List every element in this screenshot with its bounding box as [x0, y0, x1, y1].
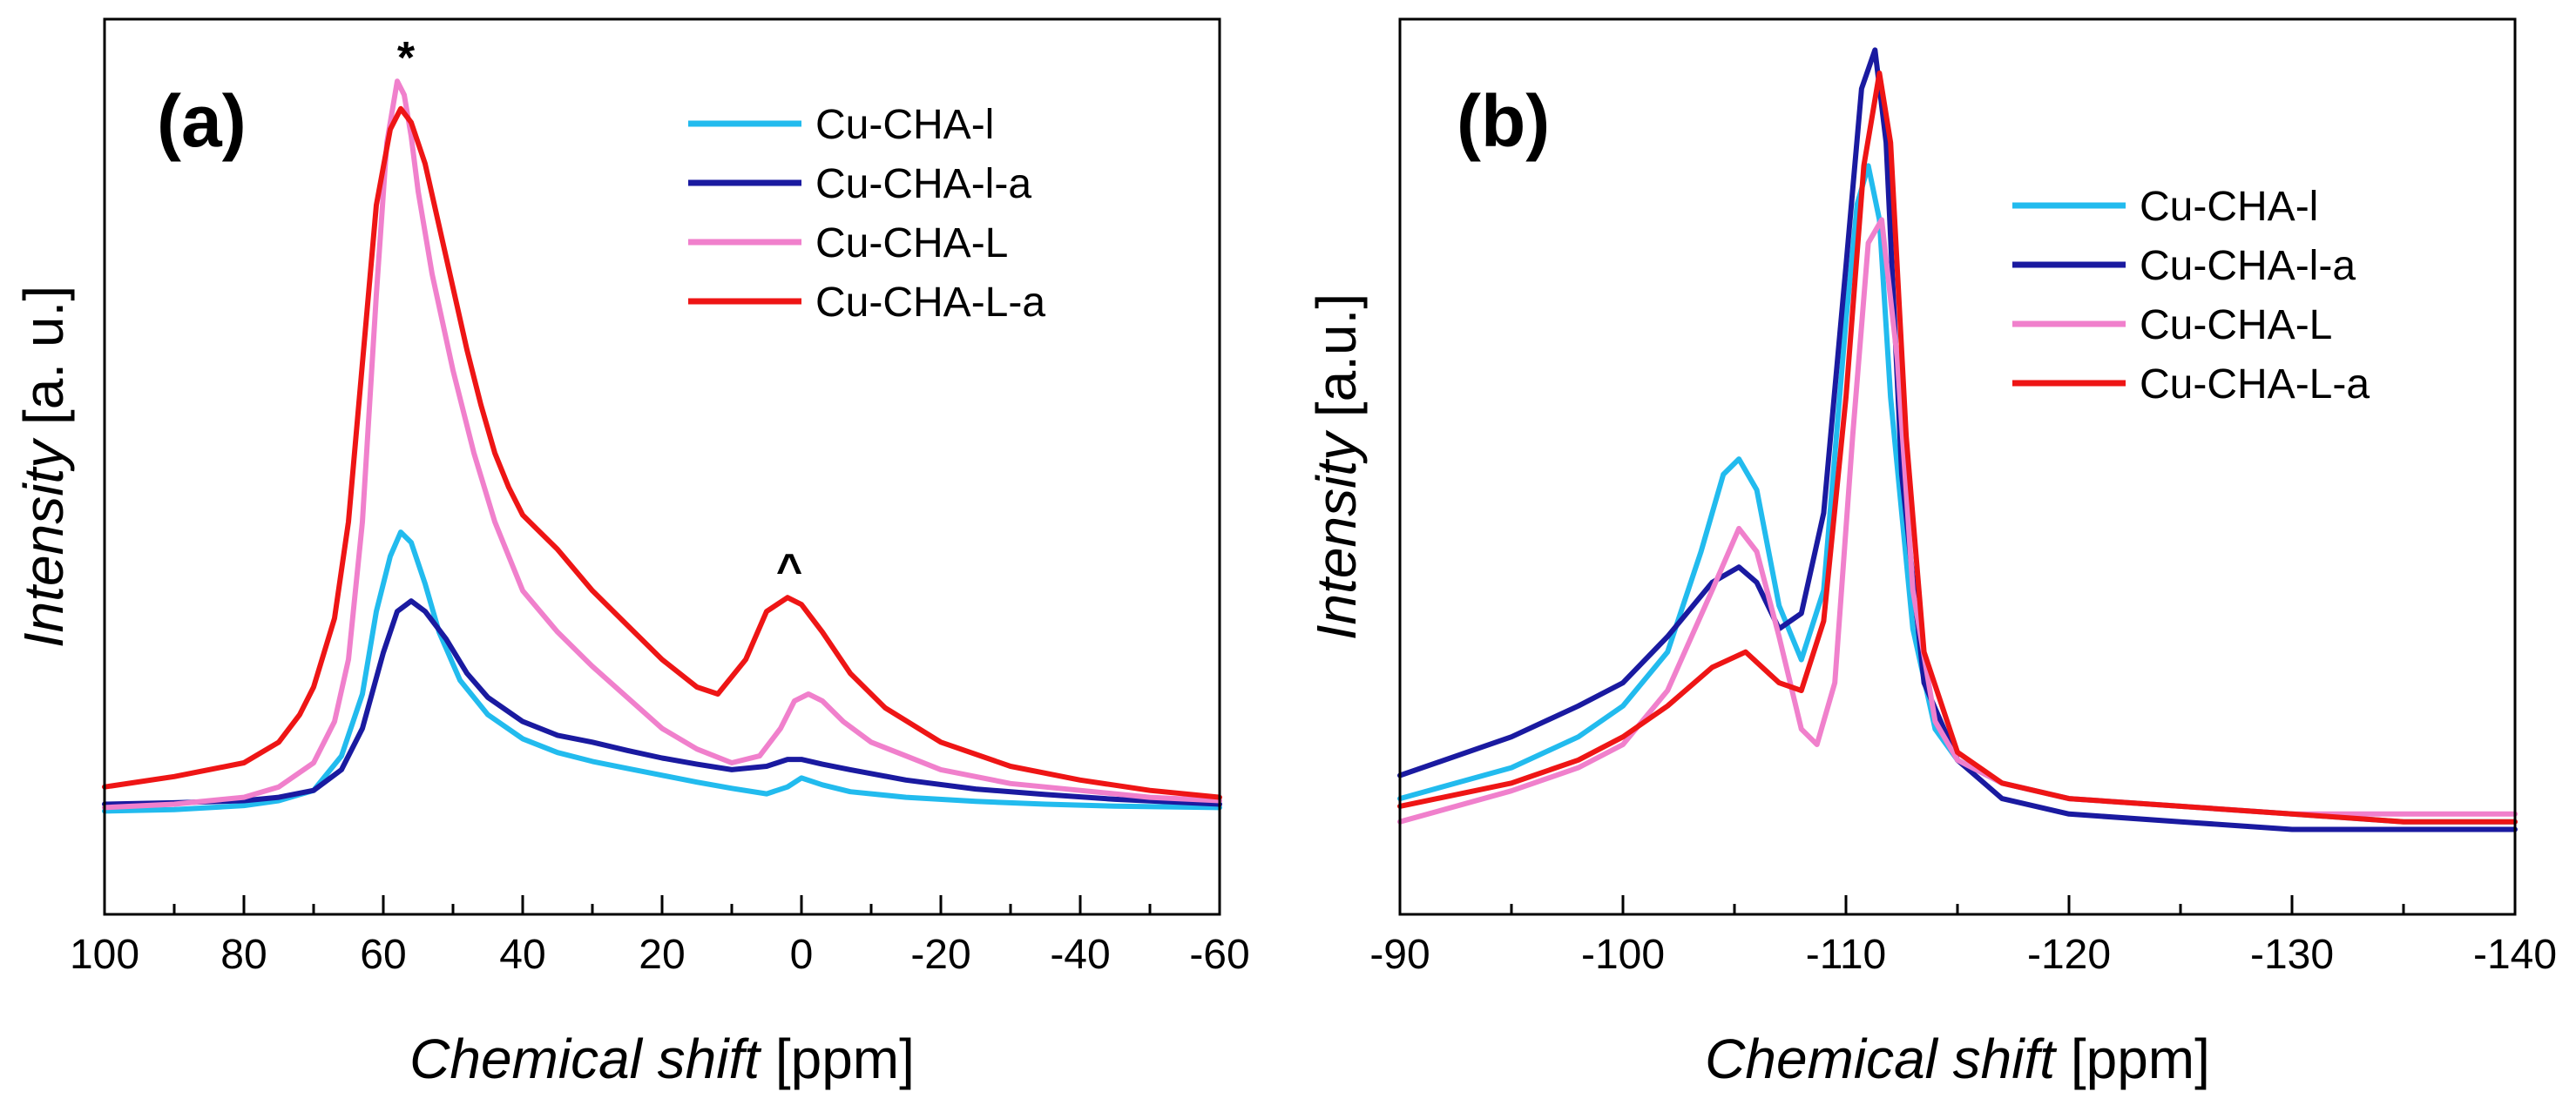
- panel-a-y-axis-name: Intensity: [12, 437, 75, 648]
- panel-b-legend-label: Cu-CHA-L-a: [2140, 361, 2370, 408]
- panel-b: -90 -100 -110 -120 -130 -140 (b) Cu-CHA-lCu-C…: [1305, 17, 2557, 1090]
- panel-b-label: (b): [1457, 80, 1550, 162]
- panel-a-annotation-star: *: [397, 33, 416, 84]
- panel-b-legend-label: Cu-CHA-L: [2140, 302, 2332, 348]
- panel-b-y-axis-name: Intensity: [1305, 429, 1368, 640]
- panel-b-legend: Cu-CHA-l Cu-CHA-l-a Cu-CHA-L Cu-CHA-L-a: [2012, 184, 2370, 408]
- panel-a-legend-label: Cu-CHA-l: [815, 102, 994, 148]
- panel-b-x-tick-label: -110: [1806, 932, 1887, 978]
- panel-a-x-tick-label: 0: [790, 932, 814, 978]
- panel-b-x-tick-label: -90: [1369, 932, 1430, 978]
- panel-a-x-tick-labels: 100 80 60 40 20 0 -20 -40 -60: [70, 932, 1250, 978]
- panel-a-legend: Cu-CHA-l Cu-CHA-l-a Cu-CHA-L Cu-CHA-L-a: [688, 102, 1045, 326]
- panel-b-x-ticks: [1398, 895, 2517, 914]
- panel-b-series: [1397, 47, 2518, 832]
- panel-a-series-line-cu-cha-l-a: [102, 105, 1222, 800]
- panel-a-x-tick-label: 20: [639, 932, 685, 978]
- panel-a-x-axis-name: Chemical shift: [409, 1028, 761, 1090]
- panel-a-x-tick-label: 80: [220, 932, 267, 978]
- panel-a-x-ticks: [103, 895, 1221, 914]
- panel-b-x-tick-label: -120: [2027, 932, 2111, 978]
- panel-b-x-tick-label: -100: [1581, 932, 1665, 978]
- panel-a-legend-label: Cu-CHA-L: [815, 220, 1008, 266]
- panel-b-y-axis-unit: [a.u.]: [1305, 293, 1368, 417]
- panel-a-annotation-caret: ^: [776, 545, 802, 596]
- panel-b-x-tick-label: -140: [2473, 932, 2557, 978]
- panel-b-legend-label: Cu-CHA-l-a: [2140, 243, 2356, 289]
- panel-a-x-tick-label: -20: [910, 932, 970, 978]
- panel-a-x-tick-label: 60: [360, 932, 406, 978]
- panel-a-legend-label: Cu-CHA-l-a: [815, 161, 1031, 207]
- panel-b-x-axis-name: Chemical shift: [1705, 1028, 2057, 1090]
- panel-a-x-tick-label: -60: [1189, 932, 1249, 978]
- panel-a-x-axis-title: Chemical shift [ppm]: [409, 1028, 915, 1090]
- panel-b-series-line-cu-cha-l-a: [1397, 47, 2518, 832]
- panel-b-x-tick-labels: -90 -100 -110 -120 -130 -140: [1369, 932, 2557, 978]
- panel-a-legend-label: Cu-CHA-L-a: [815, 280, 1045, 326]
- panel-b-x-tick-label: -130: [2250, 932, 2334, 978]
- panel-a-x-tick-label: 100: [70, 932, 139, 978]
- panel-a-series-line-cu-cha-l: [102, 78, 1222, 811]
- panel-a-y-axis-title: Intensity [a. u.]: [12, 286, 75, 648]
- panel-a-x-axis-unit: [ppm]: [775, 1028, 915, 1090]
- panel-a-label: (a): [157, 80, 247, 162]
- panel-b-series-line-cu-cha-l-a: [1397, 71, 2518, 825]
- panel-a-series-line-cu-cha-l: [102, 529, 1222, 814]
- panel-b-x-axis-unit: [ppm]: [2071, 1028, 2210, 1090]
- panel-a-x-tick-label: 40: [499, 932, 545, 978]
- panel-b-y-axis-title: Intensity [a.u.]: [1305, 293, 1368, 640]
- panel-b-x-axis-title: Chemical shift [ppm]: [1705, 1028, 2210, 1090]
- panel-a-series-line-cu-cha-l-a: [102, 598, 1222, 807]
- panel-b-plot-frame: [1398, 17, 2517, 916]
- panel-a-y-axis-unit: [a. u.]: [12, 286, 75, 425]
- panel-a: 100 80 60 40 20 0 -20 -40 -60 (a) * ^ Cu-CHA-lCu…: [12, 17, 1250, 1090]
- panel-a-x-tick-label: -40: [1050, 932, 1110, 978]
- panel-a-series: [102, 78, 1222, 814]
- panel-a-plot-frame: [103, 17, 1221, 916]
- panel-b-series-line-cu-cha-l: [1397, 217, 2518, 825]
- panel-b-legend-label: Cu-CHA-l: [2140, 184, 2318, 230]
